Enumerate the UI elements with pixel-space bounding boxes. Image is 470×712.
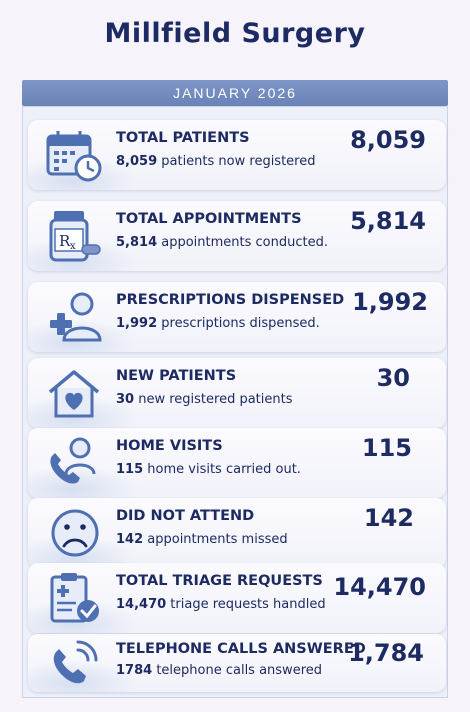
phone-signal-icon xyxy=(44,636,106,692)
stat-description: 30 new registered patients xyxy=(116,392,293,407)
stat-label: HOME VISITS xyxy=(116,438,223,454)
stat-label: TOTAL APPOINTMENTS xyxy=(116,211,302,227)
stat-value: 142 xyxy=(363,504,414,532)
stat-description: 1784 telephone calls answered xyxy=(116,663,322,678)
stat-value: 1,784 xyxy=(348,639,424,667)
stat-label: NEW PATIENTS xyxy=(116,368,237,384)
house-heart-icon xyxy=(44,364,106,422)
person-plus-icon xyxy=(44,288,106,346)
stat-description: 14,470 triage requests handled xyxy=(116,597,326,612)
stat-label: TELEPHONE CALLS ANSWERED xyxy=(116,641,366,657)
stat-description: 8,059 patients now registered xyxy=(116,154,316,169)
page-title: Millfield Surgery xyxy=(104,18,366,49)
stat-value: 8,059 xyxy=(350,126,426,154)
stat-card-total-appointments: R x TOTAL APPOINTMENTS 5,814 appointment… xyxy=(28,201,446,271)
stat-card-did-not-attend: DID NOT ATTEND 142 appointments missed 1… xyxy=(28,498,446,568)
stat-label: PRESCRIPTIONS DISPENSED xyxy=(116,292,345,308)
stat-label: DID NOT ATTEND xyxy=(116,508,255,524)
stat-value: 115 xyxy=(361,434,412,462)
calendar-clock-icon xyxy=(44,126,106,184)
stat-label: TOTAL PATIENTS xyxy=(116,130,250,146)
period-banner: JANUARY 2026 xyxy=(22,80,448,106)
stat-value: 5,814 xyxy=(350,207,426,235)
stat-card-prescriptions-dispensed: PRESCRIPTIONS DISPENSED 1,992 prescripti… xyxy=(28,282,446,352)
svg-text:R: R xyxy=(59,232,71,250)
stat-card-total-patients: TOTAL PATIENTS 8,059 patients now regist… xyxy=(28,120,446,190)
stat-card-new-patients: NEW PATIENTS 30 new registered patients … xyxy=(28,358,446,428)
stat-value: 30 xyxy=(376,364,410,392)
stat-value: 1,992 xyxy=(352,288,428,316)
sad-face-icon xyxy=(44,504,106,562)
svg-text:x: x xyxy=(70,241,76,252)
stat-label: TOTAL TRIAGE REQUESTS xyxy=(116,573,323,589)
clipboard-check-icon xyxy=(44,569,106,627)
phone-person-icon xyxy=(44,434,106,492)
stat-card-home-visits: HOME VISITS 115 home visits carried out.… xyxy=(28,428,446,498)
stat-description: 5,814 appointments conducted. xyxy=(116,235,328,250)
prescription-bottle-icon: R x xyxy=(44,207,106,265)
stat-description: 142 appointments missed xyxy=(116,532,288,547)
stat-description: 115 home visits carried out. xyxy=(116,462,301,477)
stat-value: 14,470 xyxy=(333,573,426,601)
stat-description: 1,992 prescriptions dispensed. xyxy=(116,316,320,331)
stat-card-triage-requests: TOTAL TRIAGE REQUESTS 14,470 triage requ… xyxy=(28,563,446,633)
stat-card-telephone-calls: TELEPHONE CALLS ANSWERED 1784 telephone … xyxy=(28,634,446,692)
